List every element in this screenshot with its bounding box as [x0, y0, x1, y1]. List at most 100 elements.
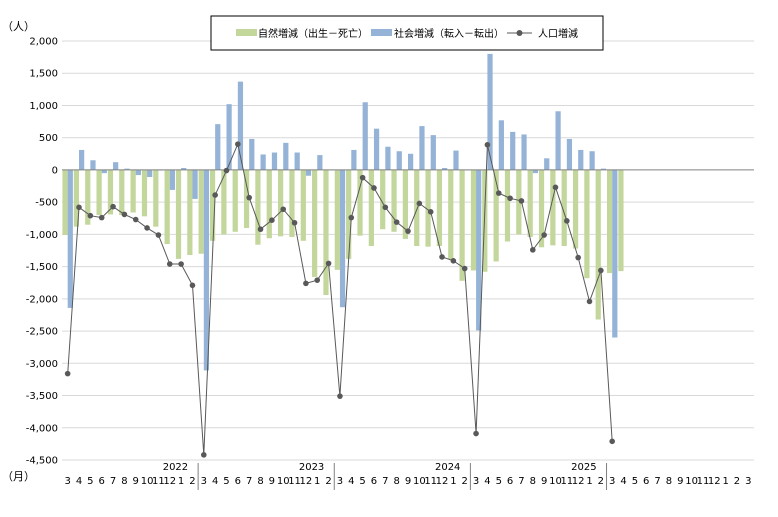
- y-tick-label: -3,500: [26, 391, 58, 402]
- social-change-bar: [249, 138, 255, 170]
- x-tick-month-label: 1: [178, 476, 184, 487]
- legend-swatch-natural: [236, 29, 257, 36]
- natural-change-bar: [436, 169, 443, 246]
- x-tick-month-label: 3: [337, 476, 343, 487]
- natural-change-bar: [232, 169, 238, 232]
- natural-change-bar: [164, 169, 170, 245]
- social-change-bar: [203, 169, 210, 371]
- population-change-point: [132, 216, 139, 223]
- x-tick-month-label: 2: [325, 476, 331, 487]
- natural-change-bar: [266, 169, 272, 239]
- population-change-point: [473, 430, 479, 437]
- population-change-point: [257, 226, 264, 233]
- population-change-point: [325, 260, 332, 267]
- social-change-bar: [521, 134, 527, 170]
- population-change-point: [552, 184, 559, 191]
- social-change-bar: [578, 149, 584, 170]
- social-change-bar: [612, 169, 618, 338]
- x-tick-month-label: 1: [722, 476, 728, 487]
- natural-change-bar: [357, 169, 363, 236]
- social-change-bar: [385, 146, 391, 170]
- population-change-point: [110, 203, 116, 210]
- natural-change-bar: [85, 169, 91, 225]
- population-change-point: [212, 192, 218, 198]
- social-change-bar: [351, 149, 357, 170]
- population-change-point: [223, 167, 230, 174]
- x-tick-month-label: 2: [189, 476, 195, 487]
- x-tick-month-label: 10: [277, 476, 290, 487]
- x-tick-month-label: 5: [87, 476, 93, 487]
- x-tick-month-label: 2: [462, 476, 468, 487]
- natural-change-bar: [584, 169, 590, 279]
- y-tick-label: -1,000: [26, 230, 58, 241]
- social-change-bar: [169, 169, 175, 190]
- x-tick-year-label: 2023: [299, 462, 324, 473]
- population-change-point: [291, 219, 298, 226]
- y-axis-unit-label: （人）: [2, 20, 35, 33]
- population-change-point: [303, 280, 309, 287]
- y-tick-label: 2,000: [29, 37, 58, 48]
- natural-change-bar: [402, 169, 408, 239]
- x-tick-month-label: 4: [212, 476, 218, 487]
- population-change-point: [314, 277, 321, 283]
- population-change-point: [359, 174, 366, 181]
- x-tick-month-label: 12: [300, 476, 313, 487]
- natural-change-bar: [221, 169, 227, 235]
- social-change-bar: [260, 154, 266, 170]
- x-tick-month-label: 7: [518, 476, 524, 487]
- population-change-point: [201, 452, 207, 458]
- population-change-point: [64, 370, 71, 377]
- natural-change-bar: [572, 169, 579, 249]
- population-change-point: [405, 228, 411, 234]
- x-tick-month-label: 12: [708, 476, 721, 487]
- x-tick-month-label: 3: [745, 476, 751, 487]
- y-tick-label: 1,000: [29, 101, 58, 112]
- natural-change-bar: [595, 169, 601, 320]
- x-tick-month-label: 9: [405, 476, 411, 487]
- x-tick-month-label: 4: [484, 476, 490, 487]
- natural-change-bar: [527, 169, 533, 237]
- population-change-point: [144, 225, 150, 231]
- population-change-point: [121, 211, 128, 218]
- social-change-bar: [476, 169, 482, 331]
- natural-change-bar: [187, 169, 193, 256]
- natural-change-bar: [414, 169, 420, 246]
- social-change-bar: [600, 168, 607, 170]
- natural-change-bar: [198, 169, 204, 254]
- natural-change-bar: [300, 169, 306, 241]
- natural-change-bar: [618, 169, 624, 272]
- x-tick-month-label: 11: [697, 476, 710, 487]
- natural-change-bar: [380, 169, 386, 230]
- y-tick-label: -2,000: [26, 294, 58, 305]
- population-change-point: [450, 258, 457, 264]
- gridlines: [62, 40, 754, 461]
- x-axis-unit-label: （月）: [2, 470, 35, 483]
- social-change-bar: [192, 169, 198, 199]
- population-change-point: [178, 261, 184, 267]
- x-tick-month-label: 6: [235, 476, 241, 487]
- population-change-point: [246, 194, 252, 201]
- population-change-point: [427, 209, 434, 215]
- population-change-point: [337, 393, 343, 399]
- x-tick-month-label: 6: [99, 476, 105, 487]
- x-tick-month-label: 11: [152, 476, 165, 487]
- population-change-point: [439, 254, 445, 260]
- legend-swatch-population-marker: [516, 30, 523, 36]
- natural-change-bar: [209, 169, 216, 241]
- natural-change-bar: [130, 169, 136, 213]
- natural-change-bar: [470, 169, 477, 271]
- population-change-point: [461, 265, 468, 272]
- population-change-point: [564, 218, 570, 224]
- natural-change-bar: [538, 169, 545, 248]
- social-change-bar: [271, 152, 278, 170]
- population-change-point: [382, 204, 389, 211]
- x-tick-month-label: 5: [632, 476, 638, 487]
- y-tick-label: 500: [39, 133, 58, 144]
- x-tick-month-label: 7: [382, 476, 388, 487]
- natural-change-bar: [561, 169, 567, 246]
- social-change-bar: [487, 53, 493, 170]
- social-change-bar: [113, 162, 119, 170]
- social-change-bar: [442, 167, 448, 170]
- natural-change-bar: [504, 169, 511, 242]
